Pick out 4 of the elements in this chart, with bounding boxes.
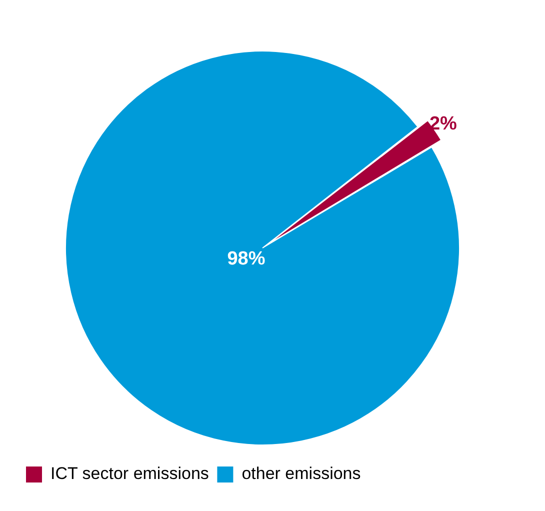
legend-label: ICT sector emissions xyxy=(50,464,209,484)
data-label: 2% xyxy=(429,114,458,135)
legend-label: other emissions xyxy=(242,464,361,484)
data-label: 98% xyxy=(227,248,266,270)
